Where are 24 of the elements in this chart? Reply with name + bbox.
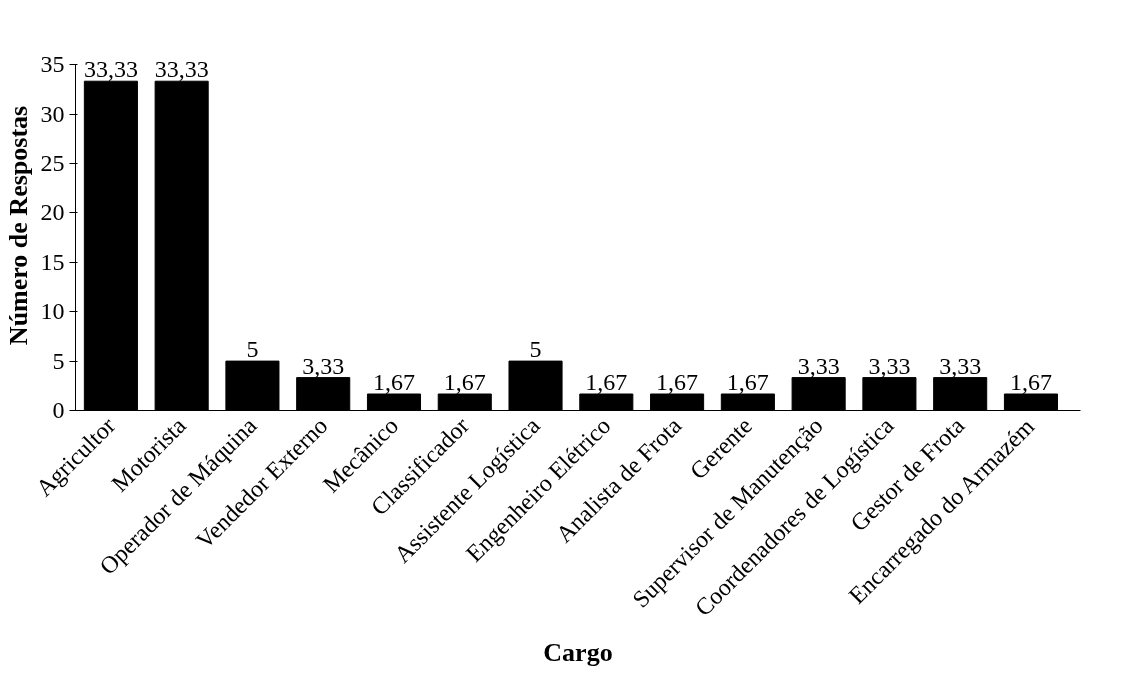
y-tick-label: 30	[40, 100, 65, 127]
y-tick-label: 10	[40, 298, 65, 325]
y-tick-label: 15	[40, 248, 65, 275]
y-tick-label: 35	[40, 51, 65, 78]
y-tick-label: 25	[40, 150, 65, 176]
data-label: 5	[246, 336, 259, 363]
data-label: 3,33	[797, 352, 840, 379]
x-axis-title: Cargo	[543, 638, 613, 668]
data-label: 1,67	[585, 369, 628, 395]
data-label: 3,33	[939, 352, 982, 379]
y-tick-label: 5	[52, 347, 65, 374]
y-tick-label: 20	[40, 199, 65, 226]
data-label: 33,33	[83, 56, 138, 83]
data-label: 1,67	[372, 369, 415, 395]
data-label: 33,33	[154, 56, 209, 83]
data-label: 3,33	[868, 352, 911, 379]
data-label: 1,67	[726, 369, 769, 395]
data-label: 3,33	[302, 352, 345, 379]
data-label: 5	[529, 336, 542, 363]
data-label: 1,67	[656, 369, 699, 395]
y-axis-title: Número de Respostas	[3, 105, 33, 346]
data-label: 1,67	[1009, 369, 1052, 395]
y-tick-label: 0	[52, 397, 65, 423]
data-label: 1,67	[443, 369, 486, 395]
